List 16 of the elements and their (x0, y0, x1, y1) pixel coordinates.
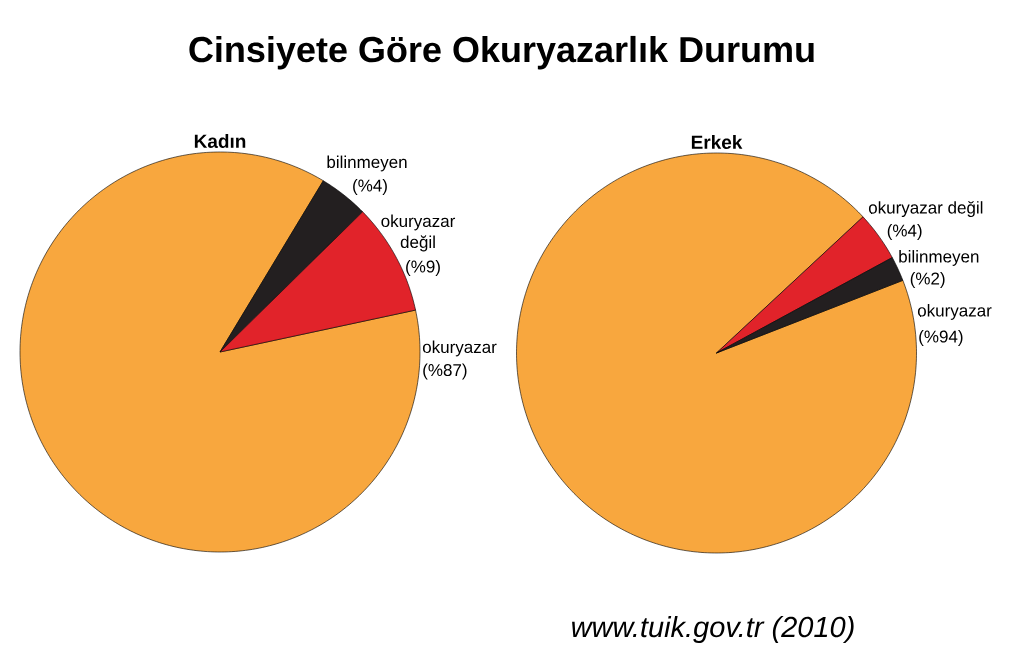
chart-title: Kadın (194, 134, 246, 148)
data-label: (%94) (919, 330, 963, 346)
chart-title: Erkek (691, 135, 743, 149)
slice-label: okuryazar değil (381, 214, 456, 252)
slice-label: bilinmeyen (899, 250, 979, 266)
data-label: (%4) (887, 224, 922, 240)
data-label: (%2) (910, 272, 945, 288)
text: Cinsiyete Göre Okuryazarlık Durumu (189, 35, 814, 70)
text: www.tuik.gov.tr (2010) (572, 615, 854, 644)
slice-label: bilinmeyen (327, 155, 407, 172)
data-label: (%4) (353, 179, 387, 195)
data-label: (%9) (406, 260, 440, 276)
slice-label: okuryazar (917, 304, 992, 320)
slice-label: okuryazar (422, 340, 497, 357)
data-label: (%87) (423, 363, 467, 380)
slice-label: okuryazar değil (868, 200, 983, 218)
